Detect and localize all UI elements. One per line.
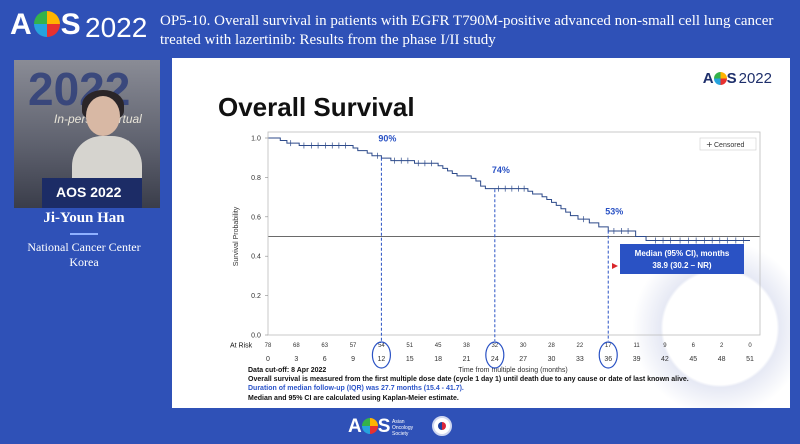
x-tick-label: 15 xyxy=(406,356,414,363)
footnote-cutoff: Data cut-off: 8 Apr 2022 xyxy=(248,367,327,374)
x-tick-label: 33 xyxy=(576,356,584,363)
x-tick-label: 42 xyxy=(661,356,669,363)
x-tick-label: 18 xyxy=(434,356,442,363)
median-callout-line1: Median (95% CI), months xyxy=(635,249,730,258)
footer-logo-o-icon xyxy=(361,418,378,434)
speaker-name: Ji-Youn Han xyxy=(43,210,125,226)
at-risk-highlight-circle xyxy=(598,341,618,369)
x-tick-label: 30 xyxy=(548,356,556,363)
survival-curve xyxy=(268,137,750,241)
plot-frame xyxy=(267,131,761,336)
annotation-label: 90% xyxy=(378,134,396,144)
at-risk-count: 68 xyxy=(293,343,300,349)
at-risk-count: 30 xyxy=(520,343,527,349)
at-risk-count: 38 xyxy=(463,343,470,349)
session-title: OP5-10. Overall survival in patients wit… xyxy=(160,13,774,48)
podium: AOS 2022 xyxy=(42,178,142,208)
x-tick-label: 0 xyxy=(266,356,270,363)
footnote-followup: Duration of median follow-up (IQR) was 2… xyxy=(248,385,464,392)
at-risk-count: 57 xyxy=(350,343,357,349)
at-risk-count: 11 xyxy=(633,343,640,349)
speaker-face xyxy=(86,96,120,136)
at-risk-count: 6 xyxy=(692,343,696,349)
at-risk-count: 9 xyxy=(663,343,667,349)
aos-logo-o-icon xyxy=(33,11,60,37)
legend-censor-icon: + xyxy=(706,140,713,149)
x-tick-label: 36 xyxy=(604,356,612,363)
affiliation-line-2: Korea xyxy=(69,255,99,269)
slide-title: Overall Survival xyxy=(218,92,415,122)
x-tick-label: 9 xyxy=(351,356,355,363)
annotation-label: 53% xyxy=(605,207,623,217)
at-risk-label: At Risk xyxy=(230,343,253,350)
y-tick-label: 0.6 xyxy=(251,214,261,221)
logo-year: 2022 xyxy=(85,12,148,43)
x-tick-label: 21 xyxy=(463,356,471,363)
median-callout-line2: 38.9 (30.2 – NR) xyxy=(652,261,711,270)
x-tick-label: 27 xyxy=(519,356,527,363)
speaker-panel: 2022 In-person Virtual New Era Oncology … xyxy=(0,56,168,444)
podium-label: AOS 2022 xyxy=(56,184,122,200)
legend-box xyxy=(699,137,757,151)
at-risk-count: 54 xyxy=(378,343,385,349)
y-tick-label: 0.0 xyxy=(251,333,261,340)
at-risk-count: 32 xyxy=(491,343,498,349)
x-tick-label: 3 xyxy=(294,356,298,363)
x-tick-label: 45 xyxy=(689,356,697,363)
legend-censored-label: Censored xyxy=(714,142,744,149)
presentation-slide: A S 2022 Overall Survival 0.0 0.2 0.4 0.6 0.8 1… xyxy=(172,58,790,408)
x-tick-label: 6 xyxy=(323,356,327,363)
footer-seal-icon xyxy=(432,416,452,436)
slide-logo-o-icon xyxy=(713,72,727,85)
median-callout-box xyxy=(620,244,744,274)
x-tick-label: 12 xyxy=(378,356,386,363)
at-risk-count: 63 xyxy=(321,343,328,349)
annotation-label: 74% xyxy=(492,165,510,175)
footnote-definition: Overall survival is measured from the fi… xyxy=(248,376,689,383)
x-axis-label: Time from multiple dosing (months) xyxy=(458,367,567,374)
y-axis-label: Survival Probability xyxy=(233,206,240,266)
slide-logo-year: 2022 xyxy=(738,70,772,87)
slide-logo: A S 2022 xyxy=(702,70,772,87)
affiliation-line-1: National Cancer Center xyxy=(27,240,141,254)
at-risk-count: 45 xyxy=(435,343,442,349)
at-risk-highlight-circle xyxy=(371,341,392,369)
x-tick-label: 39 xyxy=(633,356,641,363)
km-chart: 0.0 0.2 0.4 0.6 0.8 1.0 Survival Probability 0 3… xyxy=(230,131,761,374)
footnote-method: Median and 95% CI are calculated using K… xyxy=(248,395,459,402)
at-risk-count: 78 xyxy=(265,343,272,349)
at-risk-count: 0 xyxy=(748,343,752,349)
y-tick-label: 0.2 xyxy=(251,293,261,300)
footer-society-text: Asian Oncology Society xyxy=(392,419,414,437)
at-risk-count: 17 xyxy=(605,343,612,349)
name-divider xyxy=(70,233,98,235)
at-risk-count: 2 xyxy=(720,343,724,349)
speaker-affiliation: National Cancer Center Korea xyxy=(0,240,168,270)
y-tick-label: 0.8 xyxy=(251,175,261,182)
y-tick-label: 0.4 xyxy=(251,254,261,261)
x-tick-label: 24 xyxy=(491,356,499,363)
at-risk-count: 28 xyxy=(548,343,555,349)
at-risk-highlight-circle xyxy=(485,341,505,369)
median-pointer-icon xyxy=(612,263,618,269)
at-risk-count: 22 xyxy=(577,343,584,349)
x-tick-label: 48 xyxy=(718,356,726,363)
speaker-video[interactable]: 2022 In-person Virtual New Era Oncology … xyxy=(14,60,160,208)
y-tick-label: 1.0 xyxy=(251,136,261,143)
at-risk-count: 51 xyxy=(406,343,413,349)
x-tick-label: 51 xyxy=(746,356,754,363)
